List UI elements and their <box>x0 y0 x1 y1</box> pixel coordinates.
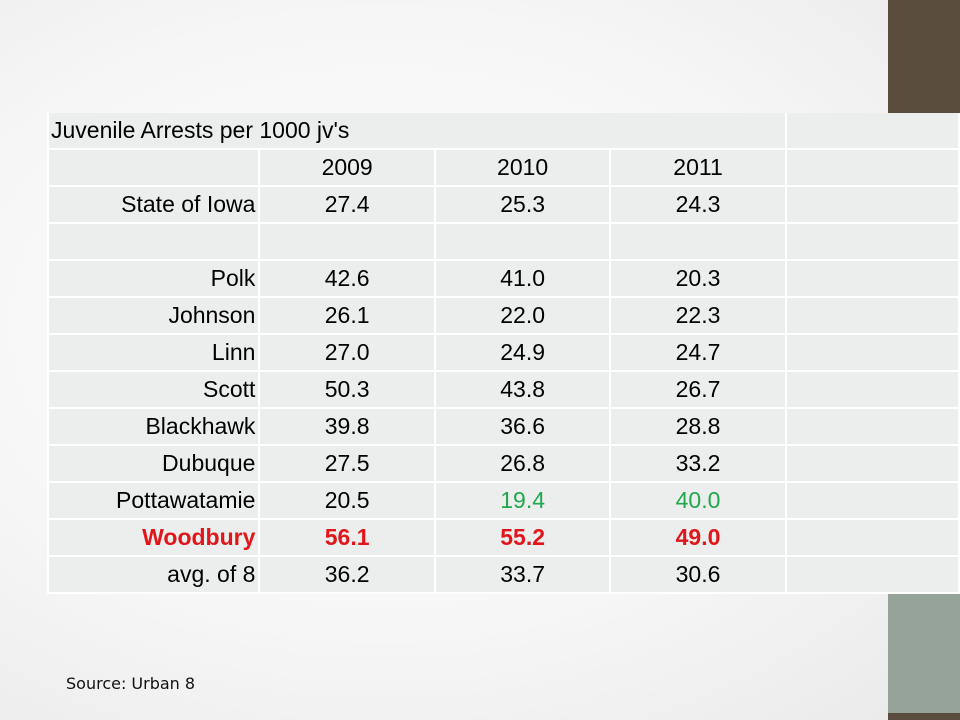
year-header: 2011 <box>609 148 787 187</box>
value-cell: 28.8 <box>609 407 787 446</box>
table-row: Scott 50.3 43.8 26.7 <box>46 370 960 409</box>
value-cell: 20.5 <box>258 481 436 520</box>
row-label: Pottawatamie <box>46 481 261 520</box>
row-label: avg. of 8 <box>46 555 261 594</box>
table-title-row: Juvenile Arrests per 1000 jv's <box>47 113 960 150</box>
value-cell: 42.6 <box>258 259 436 298</box>
value-cell: 26.7 <box>609 370 787 409</box>
table-header-row: 2009 2010 2011 <box>46 148 960 187</box>
value-cell: 24.3 <box>609 185 787 224</box>
value-cell: 27.4 <box>258 185 436 224</box>
row-label: Polk <box>46 259 261 298</box>
value-cell-highlight-red: 49.0 <box>609 518 787 557</box>
table-cell-empty <box>784 259 960 298</box>
table-row: Pottawatamie 20.5 19.4 40.0 <box>46 481 960 520</box>
row-label: Scott <box>46 370 261 409</box>
row-label <box>46 222 261 261</box>
value-cell <box>609 222 787 261</box>
year-header: 2010 <box>433 148 612 187</box>
value-cell: 30.6 <box>609 555 787 594</box>
table-row: Johnson 26.1 22.0 22.3 <box>46 296 960 335</box>
table-row: avg. of 8 36.2 33.7 30.6 <box>46 555 960 594</box>
table-row: Polk 42.6 41.0 20.3 <box>46 259 960 298</box>
row-label: Linn <box>46 333 261 372</box>
value-cell: 27.0 <box>258 333 436 372</box>
value-cell: 41.0 <box>433 259 612 298</box>
table-cell-empty <box>784 444 960 483</box>
value-cell: 33.7 <box>433 555 612 594</box>
value-cell: 22.0 <box>433 296 612 335</box>
table-cell-empty <box>784 555 960 594</box>
side-bar-accent <box>888 575 960 713</box>
table-cell-empty <box>46 148 261 187</box>
table-row: Blackhawk 39.8 36.6 28.8 <box>46 407 960 446</box>
table-cell-empty <box>784 222 960 261</box>
table-cell-empty <box>784 481 960 520</box>
value-cell: 43.8 <box>433 370 612 409</box>
year-header: 2009 <box>258 148 436 187</box>
table-title: Juvenile Arrests per 1000 jv's <box>47 113 787 150</box>
table-cell-empty <box>784 333 960 372</box>
juvenile-arrests-table: Juvenile Arrests per 1000 jv's 2009 2010… <box>46 113 960 594</box>
table-cell-empty <box>784 370 960 409</box>
value-cell-highlight-green: 19.4 <box>433 481 612 520</box>
value-cell-highlight-green: 40.0 <box>609 481 787 520</box>
value-cell: 24.9 <box>433 333 612 372</box>
value-cell-highlight-red: 56.1 <box>258 518 436 557</box>
table-row: Linn 27.0 24.9 24.7 <box>46 333 960 372</box>
value-cell: 24.7 <box>609 333 787 372</box>
row-label: Johnson <box>46 296 261 335</box>
row-label: State of Iowa <box>46 185 261 224</box>
value-cell: 39.8 <box>258 407 436 446</box>
value-cell: 27.5 <box>258 444 436 483</box>
value-cell: 33.2 <box>609 444 787 483</box>
value-cell-highlight-red: 55.2 <box>433 518 612 557</box>
value-cell: 26.1 <box>258 296 436 335</box>
value-cell: 26.8 <box>433 444 612 483</box>
table-cell-empty <box>784 148 960 187</box>
value-cell: 20.3 <box>609 259 787 298</box>
table-cell-empty <box>784 518 960 557</box>
row-label: Blackhawk <box>46 407 261 446</box>
table-cell-empty <box>784 185 960 224</box>
value-cell: 22.3 <box>609 296 787 335</box>
table-cell-empty <box>784 407 960 446</box>
value-cell <box>258 222 436 261</box>
table-cell-empty <box>784 113 960 150</box>
table-cell-empty <box>784 296 960 335</box>
table-row: Dubuque 27.5 26.8 33.2 <box>46 444 960 483</box>
value-cell: 25.3 <box>433 185 612 224</box>
table-row: State of Iowa 27.4 25.3 24.3 <box>46 185 960 224</box>
value-cell: 36.6 <box>433 407 612 446</box>
value-cell: 36.2 <box>258 555 436 594</box>
row-label: Dubuque <box>46 444 261 483</box>
table-row-empty <box>46 222 960 261</box>
row-label-highlight-red: Woodbury <box>46 518 261 557</box>
table-row-highlight: Woodbury 56.1 55.2 49.0 <box>46 518 960 557</box>
value-cell: 50.3 <box>258 370 436 409</box>
value-cell <box>433 222 612 261</box>
source-note: Source: Urban 8 <box>66 674 196 693</box>
